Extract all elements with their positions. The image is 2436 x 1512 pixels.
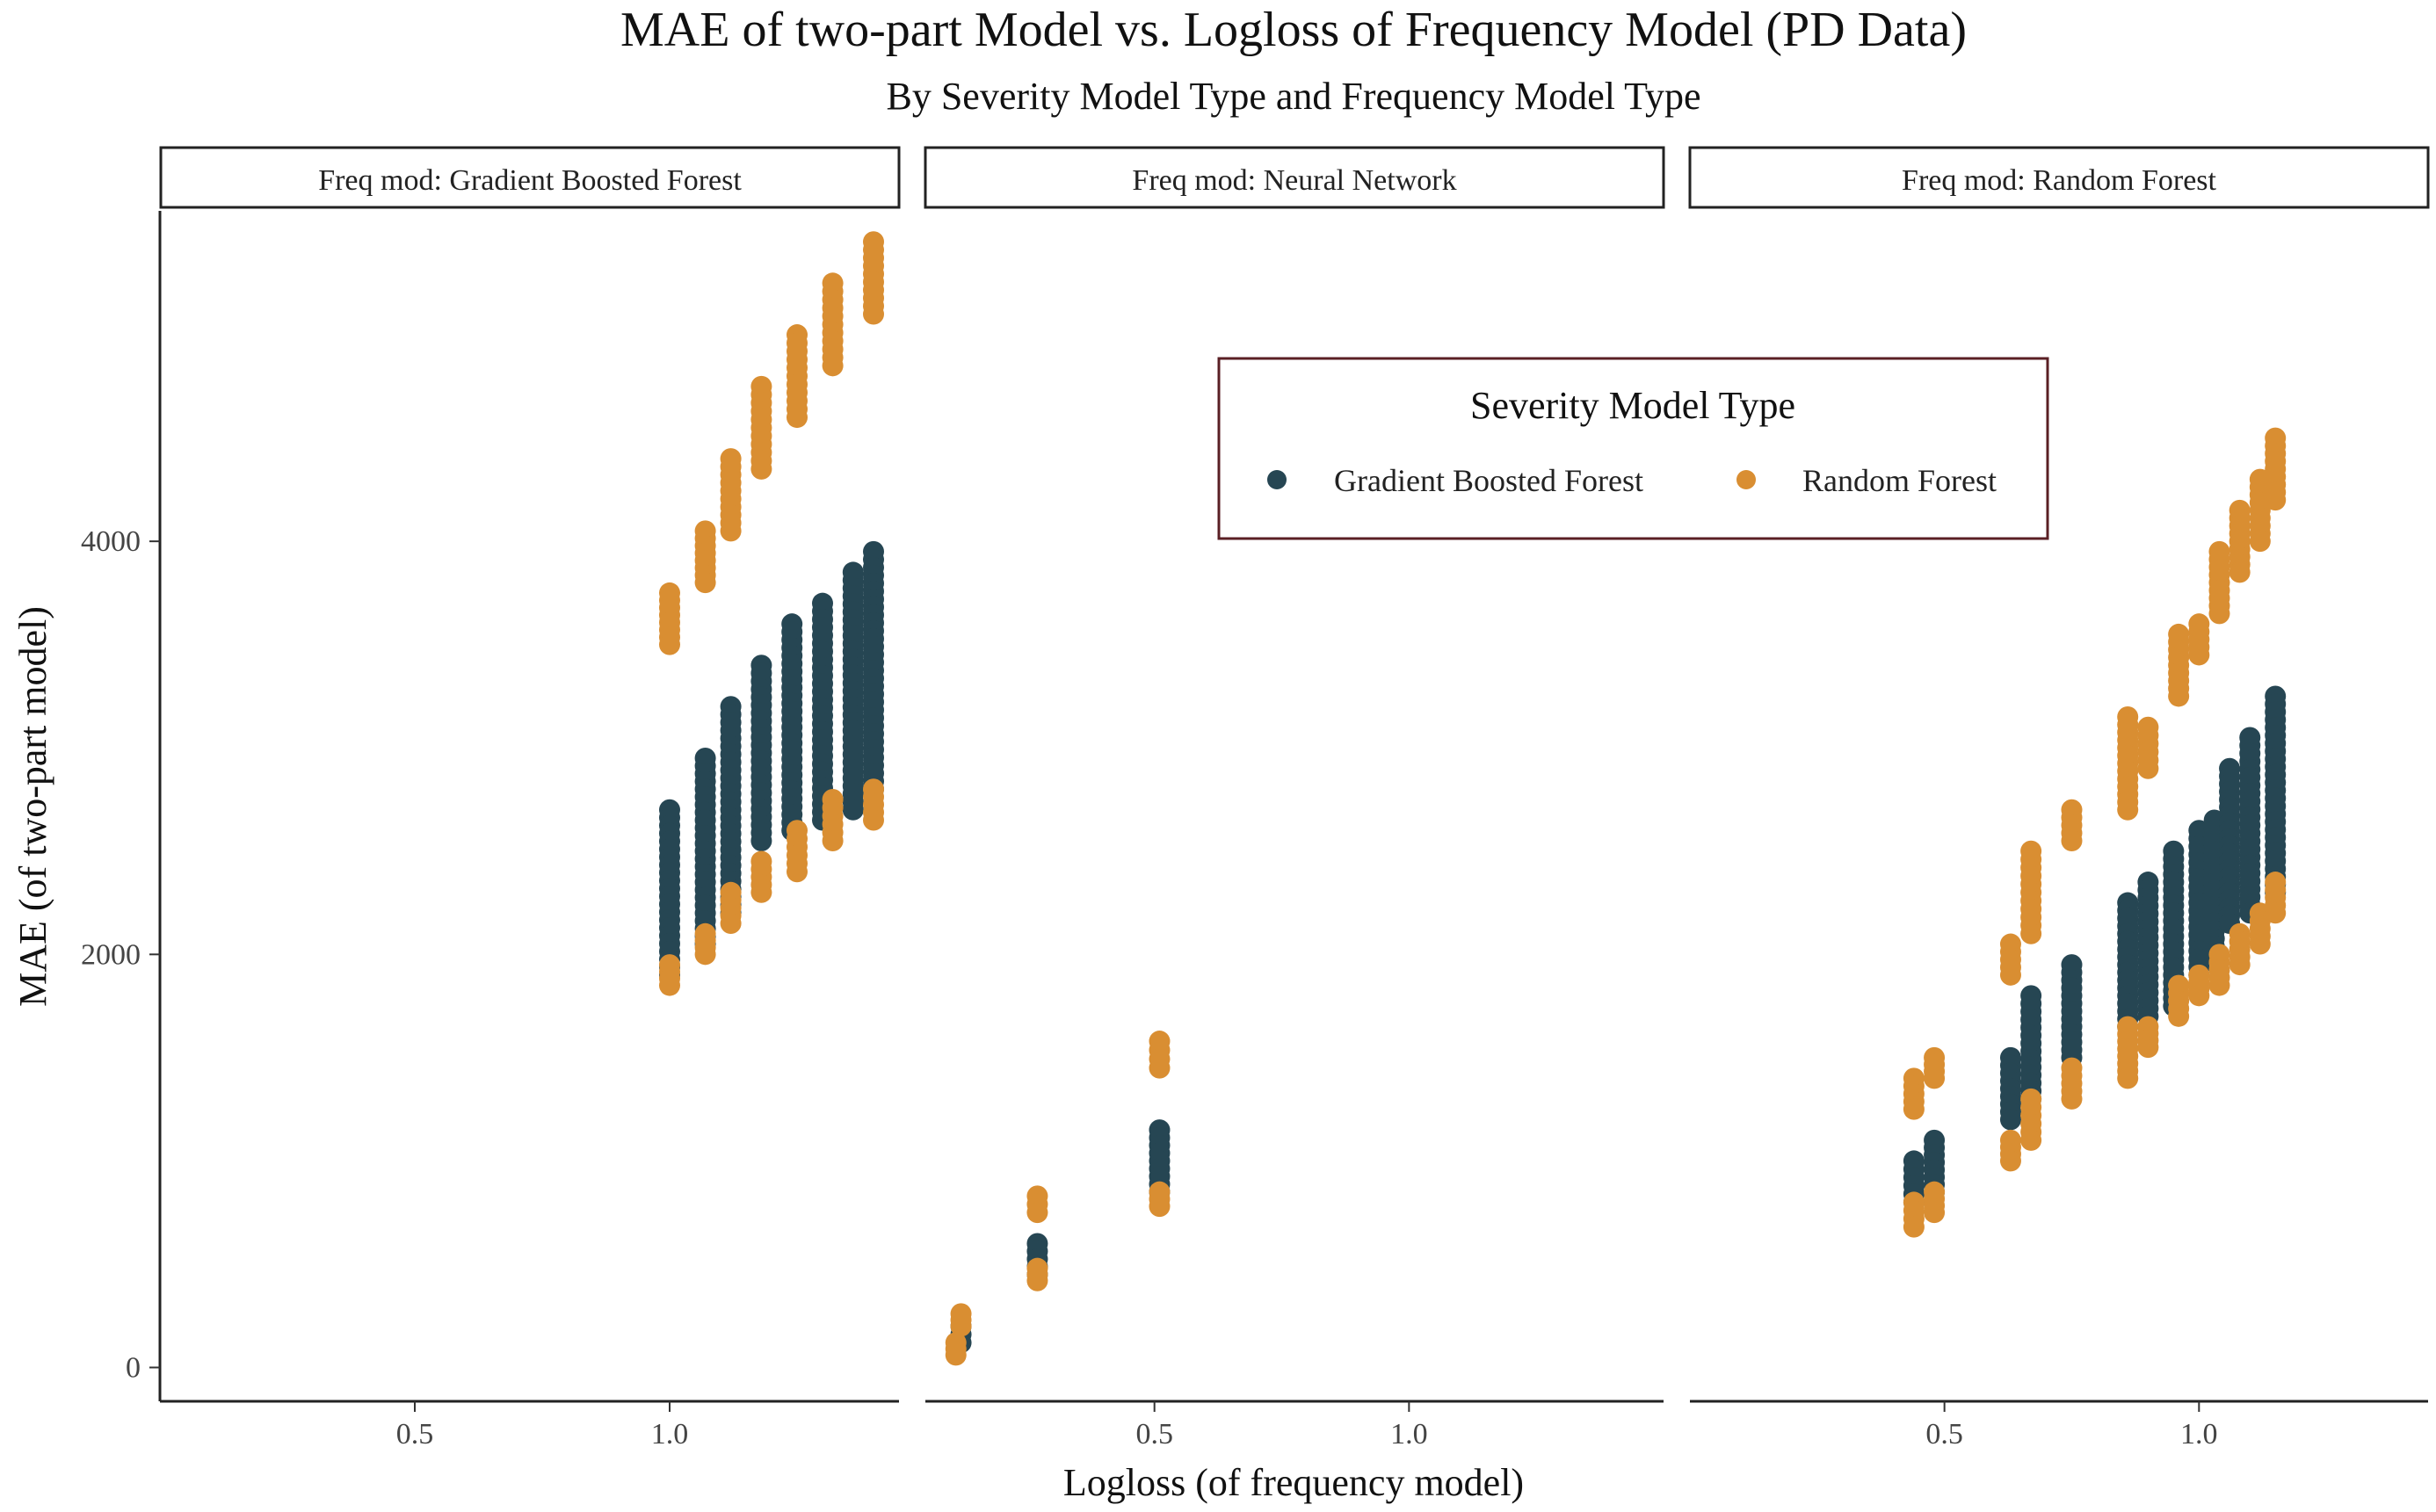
y-axis-ticks: 0 2000 4000 xyxy=(81,525,160,1384)
data-point xyxy=(1149,1057,1171,1079)
data-point xyxy=(694,572,716,594)
data-point xyxy=(2117,799,2139,821)
data-point xyxy=(1999,1150,2021,1172)
x-axis-title: Logloss (of frequency model) xyxy=(1063,1461,1524,1504)
strip-box-gbf xyxy=(159,146,901,209)
strip-box-rf xyxy=(1688,146,2430,209)
data-point xyxy=(2020,1129,2042,1151)
data-point xyxy=(787,407,808,429)
strip-box-nn xyxy=(924,146,1665,209)
data-point xyxy=(2168,1005,2190,1027)
x-tick-label: 1.0 xyxy=(651,1418,689,1451)
strip-label-rf: Freq mod: Random Forest xyxy=(1902,164,2216,197)
data-point xyxy=(2208,603,2230,625)
x-tick-label: 0.5 xyxy=(1135,1418,1173,1451)
data-point xyxy=(1999,1109,2021,1131)
data-point xyxy=(2229,954,2251,976)
data-point xyxy=(822,355,844,377)
chart-title: MAE of two-part Model vs. Logloss of Fre… xyxy=(620,3,1967,57)
y-tick-label: 0 xyxy=(126,1351,141,1384)
data-point xyxy=(822,830,844,852)
x-tick-label: 1.0 xyxy=(2180,1418,2218,1451)
chart-subtitle: By Severity Model Type and Frequency Mod… xyxy=(886,75,1700,118)
data-point xyxy=(1026,1270,1048,1291)
data-point xyxy=(659,633,680,655)
data-point xyxy=(1026,1202,1048,1224)
legend-label-random-forest: Random Forest xyxy=(1802,463,1997,498)
data-point xyxy=(863,303,884,325)
strip-label-nn: Freq mod: Neural Network xyxy=(1132,164,1456,197)
data-point xyxy=(945,1344,967,1366)
data-point xyxy=(720,520,742,542)
data-point xyxy=(863,809,884,831)
data-point xyxy=(750,458,772,480)
data-point xyxy=(2137,757,2159,779)
data-point xyxy=(2188,644,2210,666)
data-point xyxy=(659,974,680,996)
data-point xyxy=(2020,922,2042,944)
data-point xyxy=(2265,489,2287,511)
data-point xyxy=(1149,1196,1171,1218)
data-point xyxy=(2061,830,2083,852)
data-point xyxy=(2208,974,2230,996)
data-point xyxy=(842,799,864,821)
legend: Severity Model Type Gradient Boosted For… xyxy=(1217,357,2049,540)
legend-title: Severity Model Type xyxy=(1470,384,1795,427)
data-point xyxy=(787,861,808,883)
data-point xyxy=(2265,902,2287,924)
legend-dot-random-forest xyxy=(1736,470,1756,489)
data-point xyxy=(1903,1098,1925,1120)
x-tick-label: 0.5 xyxy=(1925,1418,1963,1451)
x-tick-label: 1.0 xyxy=(1390,1418,1428,1451)
data-point xyxy=(2229,561,2251,583)
x-tick-label: 0.5 xyxy=(396,1418,434,1451)
data-point xyxy=(1999,964,2021,986)
y-axis-title: MAE (of two-part model) xyxy=(11,606,54,1007)
data-point xyxy=(950,1315,972,1337)
data-point xyxy=(2188,985,2210,1007)
legend-label-gradient-boosted-forest: Gradient Boosted Forest xyxy=(1334,463,1643,498)
data-point xyxy=(1903,1216,1925,1238)
x-axis-ticks: 0.5 1.0 0.5 1.0 0.5 1.0 xyxy=(396,1401,2218,1451)
data-point xyxy=(750,881,772,903)
data-point xyxy=(750,830,772,852)
legend-box xyxy=(1217,357,2049,540)
data-point xyxy=(2061,1088,2083,1110)
data-point xyxy=(2249,933,2271,955)
data-point xyxy=(1924,1067,1946,1089)
data-points xyxy=(659,231,2287,1366)
legend-dot-gradient-boosted-forest xyxy=(1267,470,1287,489)
strip-label-gbf: Freq mod: Gradient Boosted Forest xyxy=(318,164,742,197)
data-point xyxy=(2168,685,2190,707)
data-point xyxy=(2117,1067,2139,1089)
data-point xyxy=(694,944,716,966)
y-tick-label: 2000 xyxy=(81,938,141,971)
y-tick-label: 4000 xyxy=(81,525,141,558)
data-point xyxy=(1924,1202,1946,1224)
data-point xyxy=(720,913,742,935)
data-point xyxy=(2249,531,2271,553)
data-point xyxy=(2137,1037,2159,1059)
